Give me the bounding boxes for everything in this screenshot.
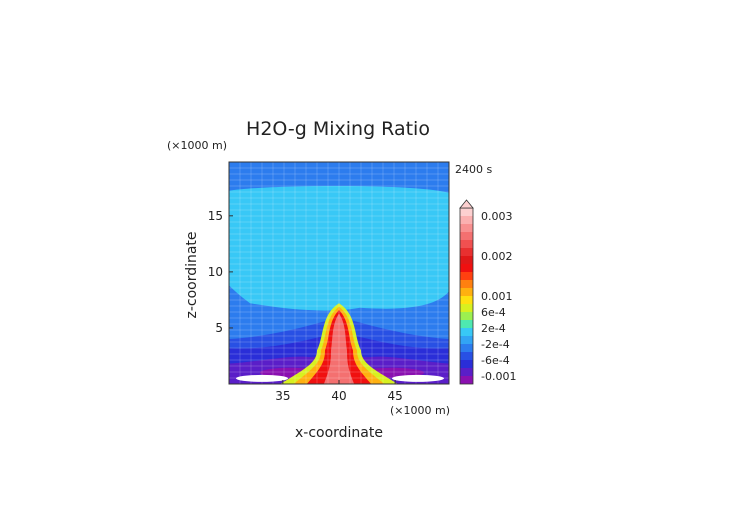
colorbar-swatch	[460, 296, 473, 304]
colorbar-label: 6e-4	[481, 306, 506, 319]
region-upper-plateau	[229, 185, 449, 311]
y-tick-label: 15	[208, 209, 223, 223]
x-axis-label: x-coordinate	[295, 425, 383, 441]
colorbar-swatch	[460, 376, 473, 384]
colorbar-swatch	[460, 248, 473, 256]
colorbar-label: 0.002	[481, 250, 513, 263]
colorbar-extend-arrow	[459, 199, 474, 209]
region-surface-white-left	[236, 374, 288, 382]
colorbar-label: -2e-4	[481, 338, 510, 351]
x-unit-label: (×1000 m)	[390, 404, 450, 417]
colorbar-swatch	[460, 360, 473, 368]
x-tick-label: 35	[275, 389, 290, 403]
grid	[229, 162, 449, 384]
colorbar-swatch	[460, 216, 473, 224]
colorbar-label: 0.001	[481, 290, 513, 303]
colorbar-swatch	[460, 288, 473, 296]
colorbar-swatch	[460, 240, 473, 248]
colorbar-label: -0.001	[481, 370, 516, 383]
y-axis-label: z-coordinate	[184, 231, 200, 318]
region-surface-white-right	[392, 374, 444, 382]
x-tick-label: 45	[387, 389, 402, 403]
y-tick-label: 5	[215, 321, 223, 335]
colorbar-swatch	[460, 280, 473, 288]
colorbar-swatch	[460, 256, 473, 264]
y-unit-label: (×1000 m)	[167, 139, 227, 152]
colorbar-label: 0.003	[481, 210, 513, 223]
x-tick-label: 40	[331, 389, 346, 403]
colorbar-swatch	[460, 232, 473, 240]
colorbar-swatch	[460, 368, 473, 376]
colorbar-swatch	[460, 352, 473, 360]
colorbar-swatch	[460, 336, 473, 344]
colorbar-label: 2e-4	[481, 322, 506, 335]
colorbar-swatch	[460, 312, 473, 320]
time-label: 2400 s	[455, 163, 492, 176]
y-tick-label: 10	[208, 265, 223, 279]
colorbar-swatch	[460, 264, 473, 272]
colorbar-swatch	[460, 344, 473, 352]
colorbar-swatch	[460, 272, 473, 280]
axis-ticks: 35 40 45 5 10 15	[208, 209, 403, 403]
colorbar-swatch	[460, 224, 473, 232]
plot-area	[228, 161, 450, 385]
colorbar: 0.003 0.002 0.001 6e-4 2e-4 -2e-4 -6e-4 -0.001	[459, 199, 516, 385]
colorbar-swatch	[460, 304, 473, 312]
region-plume-core	[323, 313, 355, 384]
heatmap-field	[229, 162, 449, 384]
colorbar-swatch	[460, 320, 473, 328]
colorbar-swatch	[460, 328, 473, 336]
chart-title: H2O-g Mixing Ratio	[246, 118, 430, 140]
colorbar-label: -6e-4	[481, 354, 510, 367]
colorbar-swatch	[460, 208, 473, 216]
